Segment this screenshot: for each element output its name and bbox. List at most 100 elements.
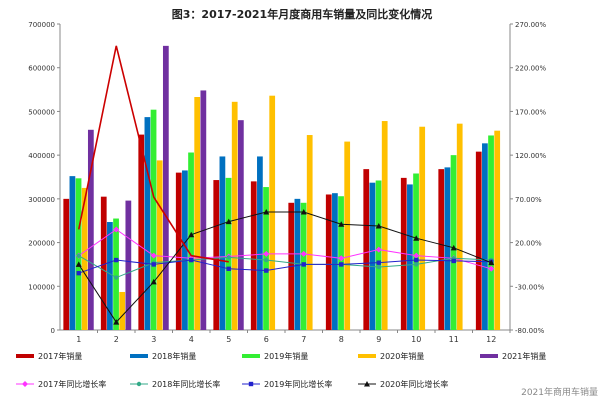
line-point	[488, 259, 495, 266]
x-tick-label: 2	[114, 335, 119, 344]
x-tick-label: 1	[76, 335, 81, 344]
line-point	[263, 250, 270, 257]
bar	[413, 173, 419, 330]
legend-swatch	[242, 354, 260, 358]
bar	[438, 169, 445, 330]
legend-label: 2019年同比增长率	[264, 379, 332, 389]
line-point	[136, 381, 142, 387]
line-point	[75, 261, 82, 267]
legend-label: 2019年销量	[264, 351, 308, 361]
series-line	[78, 255, 492, 279]
bar	[162, 45, 169, 330]
line-point	[114, 275, 119, 280]
y-right-tick-label: 270.00%	[515, 21, 546, 29]
bar	[407, 184, 413, 330]
line-point	[189, 257, 194, 263]
bar	[444, 167, 451, 330]
legend-label: 2017年同比增长率	[38, 379, 106, 389]
bar	[100, 196, 107, 330]
bar	[69, 176, 76, 330]
line-point	[301, 262, 306, 267]
y-right-tick-label: 70.00%	[515, 196, 542, 204]
y-left-tick-label: 0	[51, 327, 55, 335]
bar	[182, 170, 188, 330]
bar	[213, 180, 220, 330]
x-tick-label: 10	[411, 335, 421, 344]
x-tick-label: 11	[449, 335, 459, 344]
bar	[363, 169, 370, 330]
line-point	[338, 255, 345, 262]
line-point	[150, 252, 157, 259]
watermark: 2021年商用车销量	[521, 388, 598, 398]
line-point	[450, 244, 457, 251]
line-point	[113, 226, 120, 233]
line-point	[413, 252, 420, 259]
line-point	[414, 257, 419, 263]
y-right-tick-label: 220.00%	[515, 65, 546, 73]
bar	[200, 90, 207, 331]
bar	[194, 97, 201, 330]
y-right-tick-label: 120.00%	[515, 152, 546, 160]
bar	[237, 120, 244, 331]
bar	[450, 155, 457, 330]
line-point	[376, 260, 381, 265]
line-point	[114, 257, 119, 263]
bar	[381, 121, 388, 330]
line-point	[113, 319, 120, 325]
legend-swatch	[130, 354, 148, 358]
line-point	[226, 255, 231, 260]
line-point	[150, 278, 157, 285]
line-point	[264, 257, 269, 263]
legend-label: 2021年销量	[502, 351, 546, 361]
x-tick-label: 3	[151, 335, 156, 344]
bar	[188, 152, 194, 330]
y-left-tick-label: 500000	[28, 108, 55, 116]
y-left-tick-label: 400000	[28, 152, 55, 160]
legend-swatch	[358, 354, 376, 358]
line-point	[339, 262, 344, 267]
bar	[113, 218, 119, 330]
chart-title: 图3：2017-2021年月度商用车销量及同比变化情况	[171, 8, 433, 21]
legend-label: 2018年销量	[152, 351, 196, 361]
legend-label: 2020年销量	[380, 351, 424, 361]
x-tick-label: 8	[339, 335, 344, 344]
line-point	[376, 264, 381, 270]
bar	[375, 180, 382, 330]
y-left-tick-label: 300000	[28, 196, 55, 204]
y-left-tick-label: 600000	[28, 65, 55, 73]
line-point	[300, 250, 307, 257]
line-point	[414, 262, 419, 267]
bar	[87, 129, 94, 330]
y-left-tick-label: 700000	[28, 21, 55, 29]
bar	[119, 291, 126, 330]
bar	[175, 172, 182, 330]
bar	[494, 130, 501, 330]
x-tick-label: 5	[226, 335, 231, 344]
bar	[488, 135, 494, 330]
series-line	[77, 45, 229, 263]
line-point	[264, 268, 269, 273]
line-point	[375, 246, 382, 253]
y-right-tick-label: 20.00%	[515, 240, 542, 248]
line-point	[263, 208, 270, 215]
line-point	[413, 235, 420, 241]
line-point	[375, 222, 382, 229]
bar	[107, 222, 113, 330]
bar	[250, 181, 257, 330]
legend-label: 2020年同比增长率	[380, 379, 448, 389]
bar	[63, 198, 70, 330]
y-right-tick-label: 170.00%	[515, 108, 546, 116]
bar	[475, 151, 482, 330]
bar	[369, 182, 376, 330]
y-left-tick-label: 200000	[28, 240, 55, 248]
x-tick-label: 7	[301, 335, 306, 344]
line-point	[364, 381, 370, 387]
bar	[325, 194, 332, 330]
y-left-tick-label: 100000	[28, 283, 55, 291]
line-point	[226, 266, 231, 271]
line-point	[488, 265, 495, 272]
bar	[138, 134, 145, 330]
line-point	[300, 208, 307, 215]
